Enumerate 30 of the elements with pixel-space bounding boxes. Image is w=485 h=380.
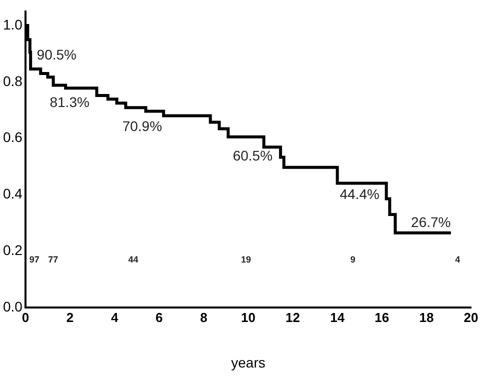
- annotation: 77: [48, 254, 58, 265]
- annotation: 70.9%: [122, 118, 162, 134]
- annotation: 44.4%: [340, 186, 380, 202]
- x-tick-label: 2: [66, 310, 74, 325]
- annotation: 60.5%: [232, 147, 273, 164]
- x-tick-label: 6: [156, 310, 163, 325]
- x-tick-label: 20: [464, 310, 478, 325]
- y-tick-label: 0.0: [2, 298, 23, 314]
- x-tick-label: 4: [110, 310, 119, 325]
- x-tick-label: 10: [240, 310, 256, 325]
- y-tick-label: 0.4: [2, 186, 23, 202]
- annotation: 44: [128, 254, 138, 265]
- x-tick-label: 8: [200, 310, 208, 325]
- annotation: 97: [29, 254, 40, 265]
- y-tick-label: 0.6: [2, 129, 23, 146]
- x-tick-label: 12: [286, 310, 300, 325]
- y-tick-label: 1.0: [2, 16, 23, 32]
- y-tick-label: 0.8: [2, 72, 23, 89]
- annotation: 90.5%: [36, 46, 76, 63]
- annotation: 19: [240, 254, 252, 265]
- x-tick-label: 14: [330, 310, 346, 325]
- annotation: 9: [350, 254, 356, 265]
- y-tick-label: 0.2: [2, 242, 23, 258]
- annotation: 4: [455, 254, 460, 265]
- x-tick-label: 18: [419, 310, 434, 325]
- annotation: 81.3%: [50, 94, 90, 110]
- x-axis-title: years: [231, 354, 266, 370]
- annotation: 26.7%: [411, 214, 451, 230]
- x-tick-label: 16: [374, 310, 390, 325]
- x-tick-label: 0: [22, 310, 30, 325]
